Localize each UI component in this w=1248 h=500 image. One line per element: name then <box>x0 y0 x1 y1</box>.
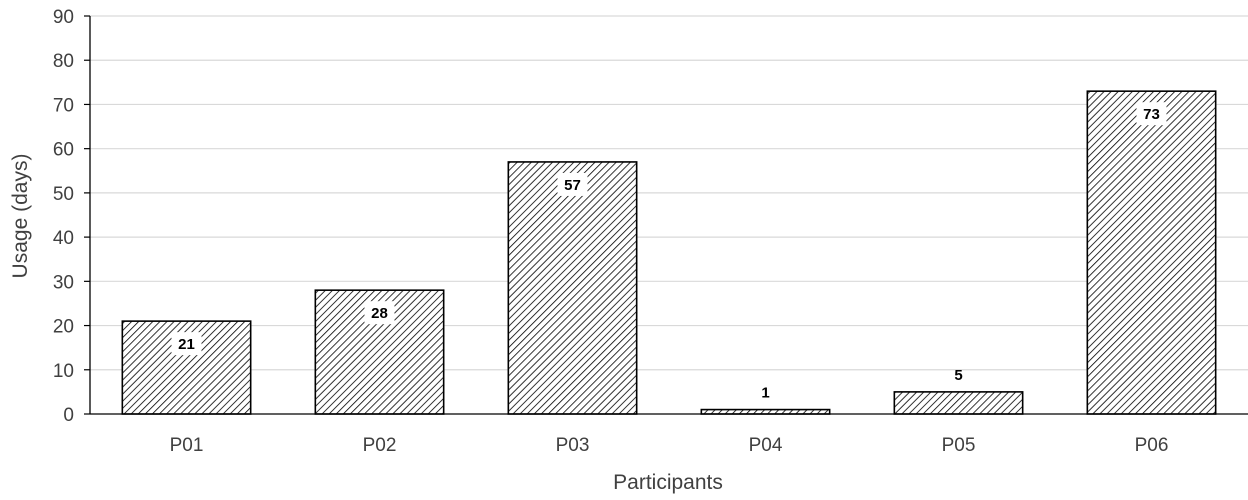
data-label: 28 <box>371 305 388 322</box>
x-tick-label: P01 <box>170 435 204 456</box>
y-tick-label: 30 <box>53 272 74 293</box>
y-tick-label: 70 <box>53 95 74 116</box>
x-tick-label: P03 <box>556 435 590 456</box>
bar-p06 <box>1086 90 1217 415</box>
data-label-background <box>557 172 588 196</box>
y-tick-label: 0 <box>63 405 74 426</box>
x-tick-label: P06 <box>1135 435 1169 456</box>
bars <box>121 90 1217 415</box>
x-axis-title: Participants <box>613 471 723 494</box>
data-label: 5 <box>954 367 962 384</box>
x-axis-tick-labels: P01 P02 P03 P04 P05 P06 <box>170 435 1169 456</box>
y-tick-label: 60 <box>53 140 74 161</box>
data-label: 73 <box>1143 106 1160 123</box>
y-axis-tick-labels: 0 10 20 30 40 50 60 70 80 90 <box>53 7 90 426</box>
x-tick-label: P04 <box>749 435 783 456</box>
data-label: 57 <box>564 177 581 194</box>
bar-p03 <box>507 161 638 415</box>
data-labels: 21 28 57 1 5 73 <box>171 102 1167 402</box>
bar-p04 <box>700 408 831 415</box>
gridlines <box>90 15 1248 371</box>
data-label-background <box>171 332 202 356</box>
axes <box>89 16 1248 415</box>
bar-p05 <box>893 391 1024 415</box>
data-label: 1 <box>761 385 769 402</box>
y-axis-title: Usage (days) <box>9 154 32 279</box>
y-tick-label: 80 <box>53 51 74 72</box>
data-label-background <box>1136 102 1167 126</box>
y-tick-label: 50 <box>53 184 74 205</box>
x-tick-label: P02 <box>363 435 397 456</box>
y-tick-label: 90 <box>53 7 74 28</box>
y-tick-label: 20 <box>53 317 74 338</box>
x-tick-label: P05 <box>942 435 976 456</box>
y-tick-label: 10 <box>53 361 74 382</box>
data-label-background <box>364 301 395 325</box>
y-tick-label: 40 <box>53 228 74 249</box>
data-label: 21 <box>178 336 195 353</box>
